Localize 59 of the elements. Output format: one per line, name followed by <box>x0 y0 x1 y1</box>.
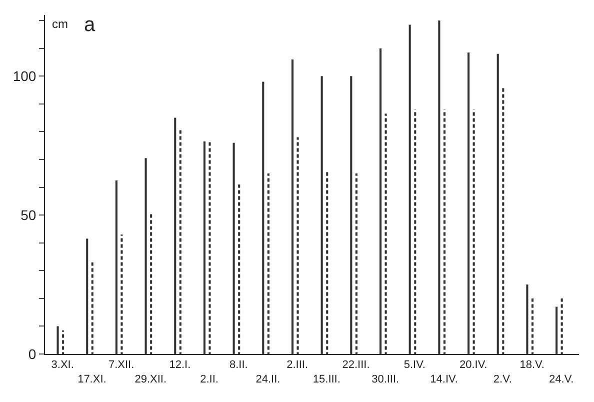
x-tick-label: 24.V. <box>549 374 574 386</box>
x-tick-label: 12.I. <box>169 359 191 372</box>
y-tick-label: 50 <box>20 206 36 223</box>
bar <box>560 298 563 354</box>
x-tick-label: 18.V. <box>520 359 544 372</box>
bar <box>326 172 328 354</box>
bar <box>179 128 182 354</box>
x-tick-label: 22.III. <box>342 359 370 372</box>
bar <box>355 173 358 354</box>
bar <box>531 298 534 354</box>
bar <box>203 141 206 354</box>
bar <box>262 82 264 354</box>
bar <box>408 24 411 354</box>
bar <box>502 87 504 354</box>
bar <box>472 109 475 354</box>
x-tick-label: 3.XI. <box>51 359 74 372</box>
bar <box>350 76 352 354</box>
x-tick-label: 15.III. <box>312 374 340 386</box>
bar <box>232 142 235 354</box>
bar <box>414 109 416 354</box>
bar <box>62 330 64 354</box>
x-tick-label: 24.II. <box>256 374 280 386</box>
bar <box>267 173 270 354</box>
bar <box>379 48 382 354</box>
x-tick-label: 29.XII. <box>134 374 167 386</box>
bar <box>320 76 323 354</box>
bar <box>296 137 299 354</box>
bar <box>496 54 499 354</box>
bar <box>208 141 211 354</box>
y-tick-label: 100 <box>12 68 36 84</box>
bar <box>115 180 118 354</box>
bar <box>238 184 240 354</box>
x-tick-label: 30.III. <box>372 374 400 386</box>
x-tick-label: 7.XII. <box>108 359 134 372</box>
y-tick-label: 0 <box>28 346 36 362</box>
bar <box>86 238 88 354</box>
bar <box>526 284 528 354</box>
bar <box>144 158 147 354</box>
x-tick-label: 2.V. <box>493 374 512 386</box>
x-tick-label: 2.III. <box>286 359 308 372</box>
x-tick-label: 5.IV. <box>404 359 426 372</box>
x-tick-label: 14.IV. <box>430 374 458 386</box>
bar <box>174 118 176 354</box>
bar <box>120 234 123 354</box>
bar <box>150 214 152 354</box>
x-tick-label: 20.IV. <box>460 359 488 372</box>
bar <box>384 114 387 354</box>
bar <box>291 59 294 354</box>
y-axis-title: cm <box>52 17 68 31</box>
bar <box>438 20 440 354</box>
chart-title: a <box>84 14 96 36</box>
x-tick-label: 2.II. <box>200 374 218 386</box>
bar <box>56 326 59 354</box>
x-tick-label: 8.II. <box>229 359 248 372</box>
bar <box>468 52 470 354</box>
bar <box>443 109 446 354</box>
x-tick-label: 17.XI. <box>78 374 106 386</box>
bar <box>91 262 94 354</box>
bar <box>556 306 558 354</box>
